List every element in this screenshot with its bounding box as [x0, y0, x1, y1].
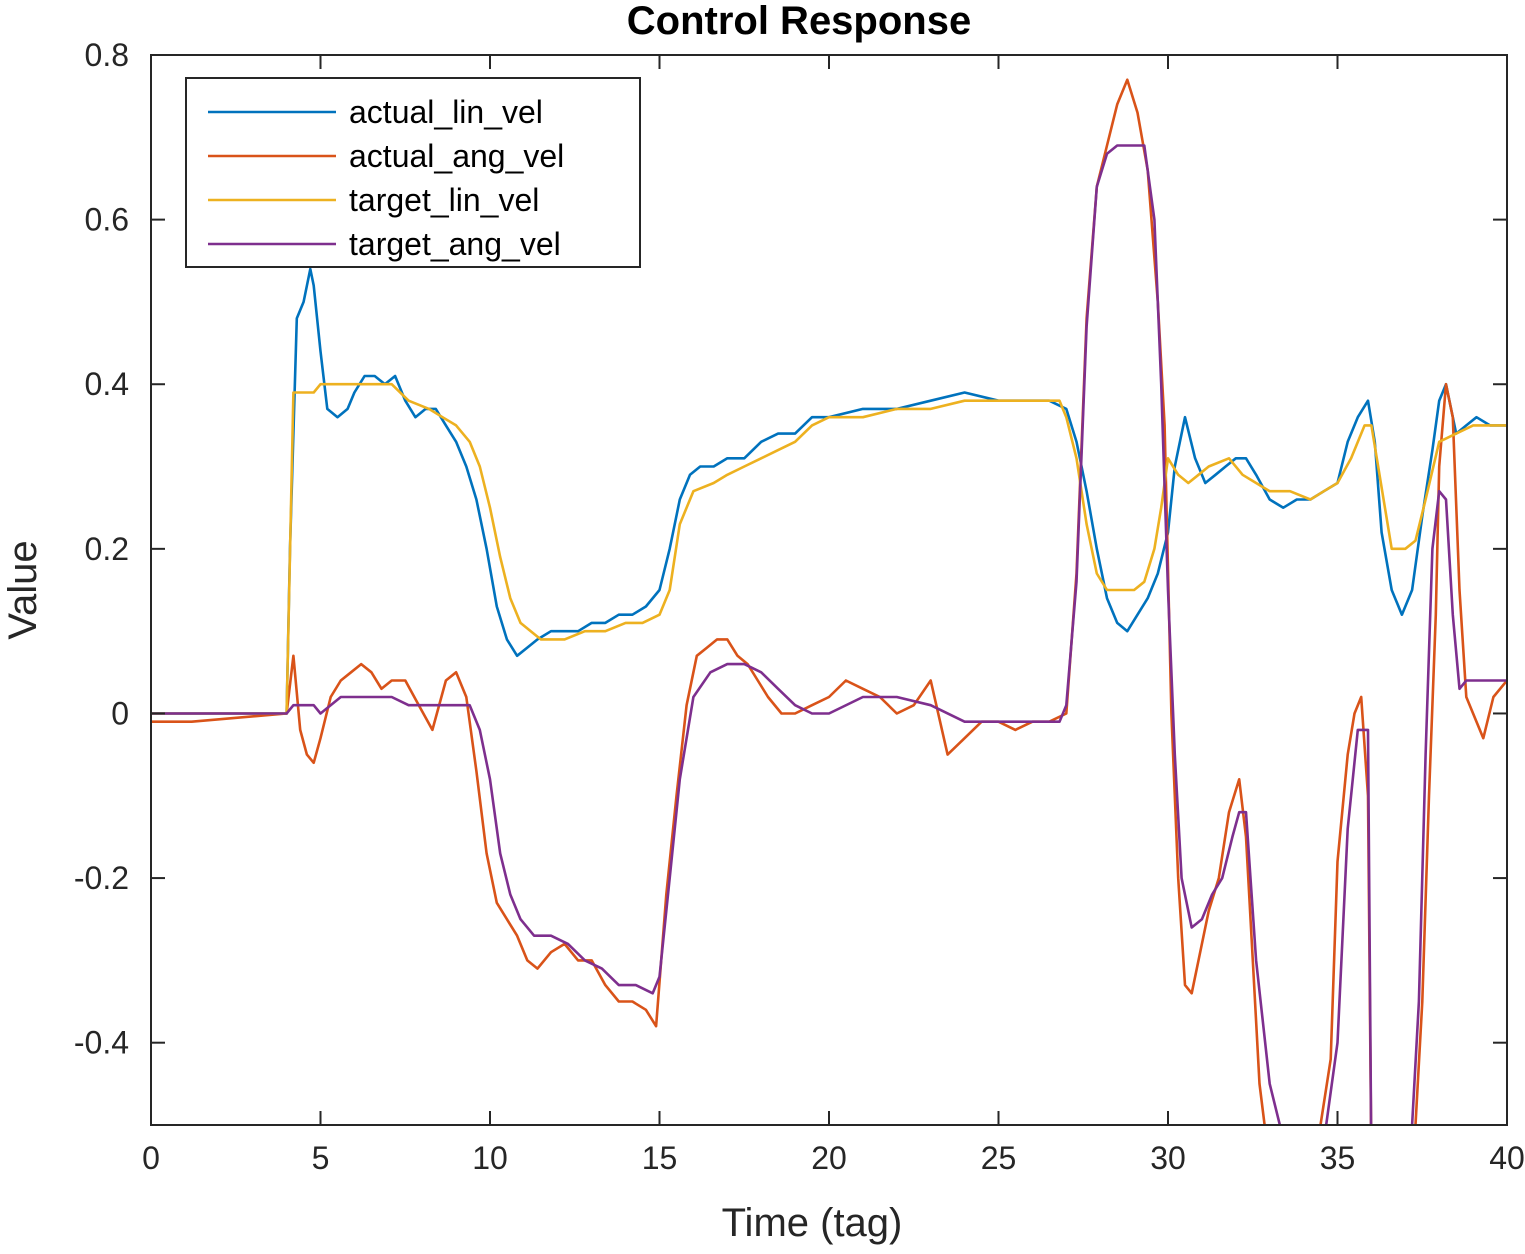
y-tick-label: 0.4: [85, 366, 129, 402]
x-tick-label: 15: [642, 1140, 678, 1176]
y-tick-label: -0.4: [74, 1025, 129, 1061]
y-tick-label: 0.8: [85, 37, 129, 73]
series-layer: [151, 78, 1507, 1125]
x-tick-label: 40: [1489, 1140, 1525, 1176]
y-tick-label: -0.2: [74, 860, 129, 896]
x-tick-label: 25: [981, 1140, 1017, 1176]
y-tick-label: 0.6: [85, 202, 129, 238]
legend-label: target_lin_vel: [349, 182, 539, 218]
chart-title: Control Response: [627, 0, 971, 43]
x-tick-label: 20: [811, 1140, 847, 1176]
x-tick-label: 30: [1150, 1140, 1186, 1176]
series-line-target-lin-vel: [151, 382, 1507, 715]
y-tick-label: 0: [111, 695, 129, 731]
x-axis-label: Time (tag): [722, 1201, 903, 1245]
x-tick-label: 10: [472, 1140, 508, 1176]
series-line-target-ang-vel: [151, 144, 1507, 1125]
x-tick-label: 5: [312, 1140, 330, 1176]
legend-item-target-lin-vel: target_lin_vel: [208, 182, 539, 218]
y-axis-label: Value: [1, 540, 45, 639]
legend-item-target-ang-vel: target_ang_vel: [208, 226, 561, 262]
legend-box: [185, 77, 641, 268]
legend-label: target_ang_vel: [349, 226, 561, 262]
y-tick-label: 0.2: [85, 531, 129, 567]
legend-item-actual-lin-vel: actual_lin_vel: [208, 94, 543, 130]
tick-layer: 0 5 10 15 20 25 30 35 40 -0.4 -0.2 0 0.2 0.4 0.6 0.8: [74, 37, 1525, 1176]
series-line-actual-ang-vel: [151, 78, 1507, 1125]
legend-item-actual-ang-vel: actual_ang_vel: [208, 138, 564, 174]
legend: actual_lin_vel actual_ang_vel target_lin_v…: [185, 77, 641, 268]
legend-label: actual_lin_vel: [349, 94, 543, 130]
x-tick-label: 35: [1320, 1140, 1356, 1176]
legend-label: actual_ang_vel: [349, 138, 564, 174]
x-tick-label: 0: [142, 1140, 160, 1176]
